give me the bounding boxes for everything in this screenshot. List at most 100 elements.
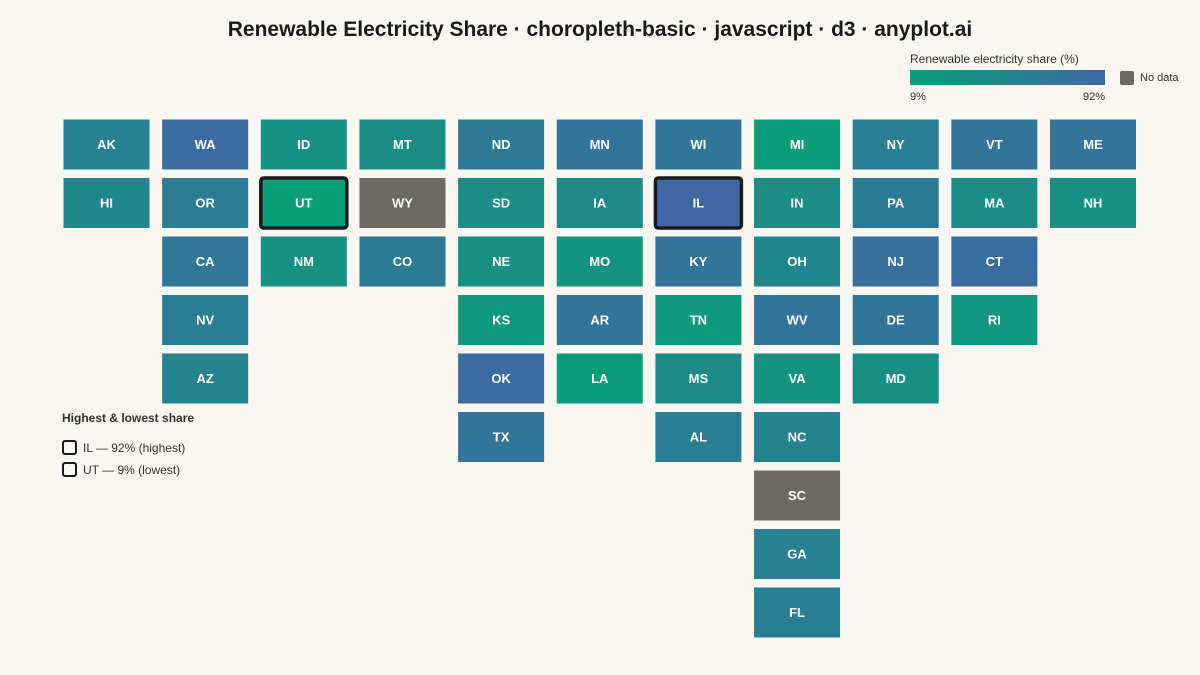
state-tile-rect [852, 236, 939, 287]
state-label: MA [984, 196, 1005, 211]
state-tile-ma: MA [951, 178, 1038, 228]
highlight-outline-swatch [62, 462, 77, 477]
state-tile-mo: MO [556, 236, 643, 287]
state-tile-nc: NC [754, 412, 841, 462]
state-tile-rect [754, 412, 841, 462]
state-tile-wi: WI [655, 119, 742, 170]
state-label: SD [492, 196, 510, 211]
state-tile-rect [852, 178, 939, 228]
state-tile-tn: TN [655, 295, 742, 345]
state-tile-ri: RI [951, 295, 1038, 345]
state-label: MD [886, 371, 906, 386]
state-label: NV [196, 313, 214, 328]
state-label: CT [986, 254, 1003, 269]
state-tile-wv: WV [754, 295, 841, 345]
state-label: MO [589, 254, 610, 269]
state-tile-rect [852, 119, 939, 170]
state-tile-rect [162, 295, 249, 345]
state-label: ME [1083, 137, 1103, 152]
state-label: ND [492, 137, 511, 152]
state-tile-rect [655, 236, 742, 287]
extreme-lowest-row: UT — 9% (lowest) [62, 462, 180, 477]
state-tile-ut: UT [259, 176, 349, 230]
state-label: CO [393, 254, 413, 269]
state-label: DE [887, 313, 905, 328]
state-label: IL [693, 196, 705, 211]
state-label: SC [788, 488, 807, 503]
state-tile-rect [359, 236, 446, 287]
extreme-highest-row: IL — 92% (highest) [62, 440, 185, 455]
state-label: OR [195, 196, 215, 211]
state-tile-sc: SC [754, 470, 841, 521]
state-label: AZ [196, 371, 213, 386]
state-tile-rect [458, 236, 545, 287]
legend-color-bar [910, 70, 1105, 85]
state-tile-or: OR [162, 178, 249, 228]
state-label: ID [297, 137, 310, 152]
state-tile-rect [655, 119, 742, 170]
state-tile-rect [754, 470, 841, 521]
state-tile-rect [951, 119, 1038, 170]
state-label: MS [689, 371, 709, 386]
state-label: TX [493, 430, 510, 445]
state-tile-rect [1050, 119, 1136, 170]
state-label: NJ [887, 254, 904, 269]
legend-min-label: 9% [910, 91, 926, 103]
state-tile-rect [162, 178, 249, 228]
state-label: NE [492, 254, 510, 269]
state-label: LA [591, 371, 609, 386]
legend-title: Renewable electricity share (%) [910, 52, 1079, 66]
state-tile-co: CO [359, 236, 446, 287]
state-tile-la: LA [556, 353, 643, 404]
state-label: OK [491, 371, 511, 386]
state-tile-wa: WA [162, 119, 249, 170]
state-tile-rect [852, 353, 939, 404]
state-tile-rect [754, 529, 841, 579]
no-data-label: No data [1140, 72, 1179, 84]
state-tile-ia: IA [556, 178, 643, 228]
state-tile-rect [556, 353, 643, 404]
state-tile-ks: KS [458, 295, 545, 345]
state-tile-ok: OK [458, 353, 545, 404]
state-tile-rect [655, 353, 742, 404]
state-tile-mn: MN [556, 119, 643, 170]
state-tile-ms: MS [655, 353, 742, 404]
state-tile-ga: GA [754, 529, 841, 579]
no-data-swatch [1120, 71, 1134, 85]
state-tile-ca: CA [162, 236, 249, 287]
state-label: NM [294, 254, 314, 269]
state-tile-vt: VT [951, 119, 1038, 170]
state-label: OH [787, 254, 807, 269]
highlight-outline-swatch [62, 440, 77, 455]
state-tile-id: ID [260, 119, 347, 170]
state-tile-hi: HI [63, 178, 150, 228]
state-tile-ky: KY [655, 236, 742, 287]
state-tile-rect [458, 353, 545, 404]
state-label: FL [789, 605, 805, 620]
state-label: WV [787, 313, 808, 328]
state-tile-nv: NV [162, 295, 249, 345]
state-tile-md: MD [852, 353, 939, 404]
state-tile-rect [359, 178, 446, 228]
state-tile-rect [556, 295, 643, 345]
state-tile-rect [754, 353, 841, 404]
state-label: WY [392, 196, 413, 211]
state-tile-rect [162, 353, 249, 404]
state-tile-rect [259, 176, 349, 230]
state-tile-rect [359, 119, 446, 170]
state-tile-rect [556, 178, 643, 228]
extreme-highest-label: IL — 92% (highest) [83, 440, 186, 455]
state-tile-tx: TX [458, 412, 545, 462]
state-tile-sd: SD [458, 178, 545, 228]
state-tile-de: DE [852, 295, 939, 345]
state-tile-rect [754, 587, 841, 638]
state-tile-rect [653, 176, 744, 230]
state-label: AL [690, 430, 707, 445]
state-tile-fl: FL [754, 587, 841, 638]
state-tile-rect [754, 178, 841, 228]
state-tile-az: AZ [162, 353, 249, 404]
state-tile-in: IN [754, 178, 841, 228]
state-tile-rect [162, 119, 249, 170]
state-tile-rect [655, 412, 742, 462]
